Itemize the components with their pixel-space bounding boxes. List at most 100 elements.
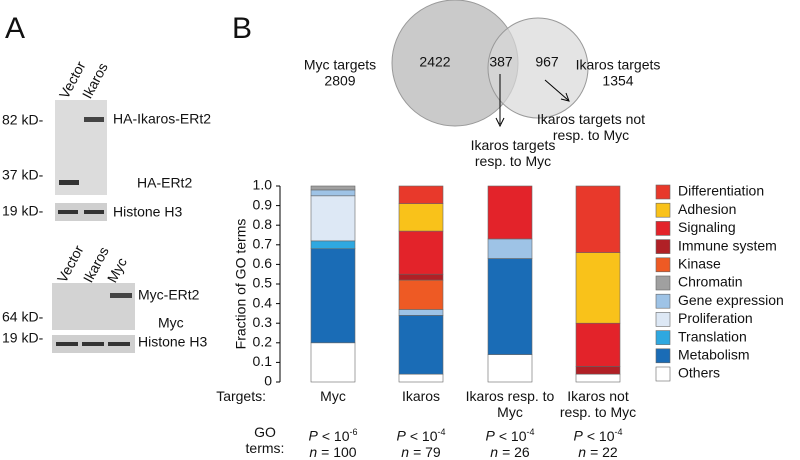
size-marker: 19 kD- [2,203,44,219]
band-label: Histone H3 [138,334,207,350]
legend-swatch [655,312,671,327]
legend-swatch [655,239,671,254]
go-p-value: P < 10-4 [464,424,556,444]
band [59,180,79,185]
n-value: = 79 [413,444,441,460]
band-label: Myc [158,315,184,331]
y-axis-label: Fraction of GO terms [233,219,249,350]
y-tick-label: 0.1 [253,353,273,369]
go-p-value: P < 10-4 [552,424,644,444]
go-p-value: P < 10-4 [375,424,467,444]
venn-count: 387 [489,54,513,70]
bar-segment [487,258,533,355]
bar-segment [575,322,621,367]
size-marker: 19 kD- [2,330,44,346]
n-symbol: n [490,444,499,460]
legend-label: Gene expression [678,292,784,308]
band [56,342,78,346]
y-tick-label: 0.8 [253,216,273,232]
blot [52,283,135,330]
y-tick-label: 0.3 [253,314,273,330]
p-symbol: P [308,427,318,444]
arrow [544,79,569,101]
n-symbol: n [578,444,587,460]
bar-segment [310,240,356,250]
p-relation: < 10 [498,427,527,444]
bar-segment [575,252,621,324]
y-tick-label: 0.4 [253,294,273,310]
n-value: = 22 [590,444,618,460]
legend-label: Differentiation [678,183,764,199]
p-exponent: -4 [437,427,446,437]
p-exponent: -4 [526,427,535,437]
venn-note: Ikaros targets resp. to Myc [470,137,556,169]
bar-segment [398,309,444,316]
panel-label: B [232,12,252,45]
legend-swatch [655,202,671,218]
legend-label: Metabolism [678,347,750,363]
size-marker: 82 kD- [2,112,44,128]
venn-count: 967 [535,54,559,70]
band-label: HA-ERt2 [137,175,192,191]
legend-label: Translation [678,328,747,344]
y-tick-label: 1.0 [253,177,273,193]
n-symbol: n [401,444,410,460]
legend-swatch [655,184,671,200]
band [84,117,104,122]
bar-segment [398,185,444,204]
y-tick-label: 0 [264,373,272,389]
legend-swatch [655,221,671,236]
bar-segment [398,203,444,232]
p-symbol: P [573,427,583,444]
bar-segment [398,315,444,375]
legend-swatch [655,366,671,382]
band-label: Myc-ERt2 [138,287,200,303]
p-exponent: -6 [349,427,358,437]
bar-segment [310,248,356,344]
y-tick-label: 0.2 [253,334,273,350]
p-symbol: P [396,427,406,444]
go-count: n = 100 [287,444,379,460]
size-marker: 64 kD- [2,309,44,325]
legend-label: Chromatin [678,274,743,290]
bar-segment [487,238,533,259]
size-marker: 37 kD- [2,167,44,183]
band-label: HA-Ikaros-ERt2 [113,111,211,127]
bar-segment [310,195,356,242]
y-tick-label: 0.5 [253,275,273,291]
band [84,210,104,214]
venn-circle [487,17,589,119]
legend-label: Immune system [678,237,777,253]
panel-label: A [5,12,25,45]
venn-total: 2809 [324,73,355,89]
legend-swatch [655,257,671,273]
arrow-head [560,92,570,102]
blot [55,100,107,195]
n-value: = 26 [502,444,530,460]
bar-segment [575,185,621,253]
venn-note: Ikaros targets not resp. to Myc [536,111,646,143]
lane-label: Myc [104,255,130,285]
category-label: Ikaros [401,388,441,404]
go-p-value: P < 10-6 [287,424,379,444]
venn-count: 2422 [419,54,450,70]
legend-label: Adhesion [678,201,736,217]
legend-label: Proliferation [678,310,753,326]
bar-segment [398,273,444,281]
y-tick-label: 0.9 [253,196,273,212]
venn-total: 1354 [602,73,633,89]
go-count: n = 79 [375,444,467,460]
legend-swatch [655,275,671,291]
row-label: Targets: [216,388,266,404]
bar-segment [575,373,621,383]
p-relation: < 10 [586,427,615,444]
go-count: n = 26 [464,444,556,460]
p-symbol: P [485,427,495,444]
legend-label: Others [678,365,720,381]
n-symbol: n [309,444,318,460]
n-value: = 100 [321,444,357,460]
y-tick-label: 0.7 [253,236,273,252]
go-count: n = 22 [552,444,644,460]
legend-label: Signaling [678,219,736,235]
